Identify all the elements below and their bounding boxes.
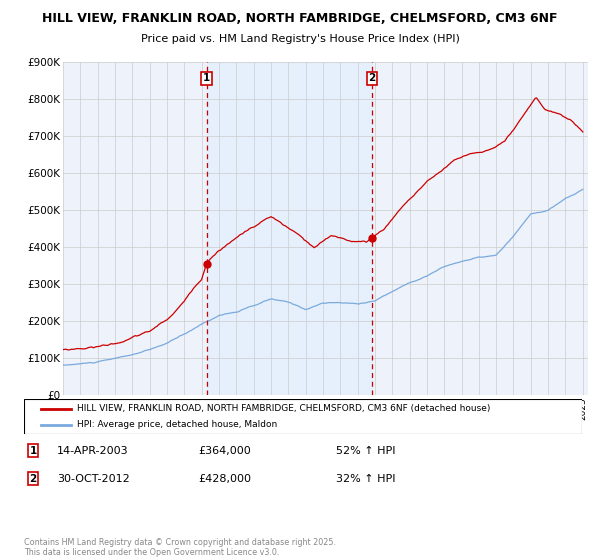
Text: £364,000: £364,000: [198, 446, 251, 456]
Bar: [206, 62, 372, 395]
Text: 30-OCT-2012: 30-OCT-2012: [57, 474, 130, 484]
Text: 2: 2: [368, 73, 376, 83]
Text: 1: 1: [203, 73, 210, 83]
Text: Contains HM Land Registry data © Crown copyright and database right 2025.
This d: Contains HM Land Registry data © Crown c…: [24, 538, 336, 557]
Text: HILL VIEW, FRANKLIN ROAD, NORTH FAMBRIDGE, CHELMSFORD, CM3 6NF: HILL VIEW, FRANKLIN ROAD, NORTH FAMBRIDG…: [42, 12, 558, 25]
Text: Price paid vs. HM Land Registry's House Price Index (HPI): Price paid vs. HM Land Registry's House …: [140, 34, 460, 44]
Text: HILL VIEW, FRANKLIN ROAD, NORTH FAMBRIDGE, CHELMSFORD, CM3 6NF (detached house): HILL VIEW, FRANKLIN ROAD, NORTH FAMBRIDG…: [77, 404, 490, 413]
Text: 32% ↑ HPI: 32% ↑ HPI: [336, 474, 395, 484]
Text: 52% ↑ HPI: 52% ↑ HPI: [336, 446, 395, 456]
Text: 2: 2: [29, 474, 37, 484]
Text: HPI: Average price, detached house, Maldon: HPI: Average price, detached house, Mald…: [77, 420, 277, 429]
Text: 1: 1: [29, 446, 37, 456]
Text: 14-APR-2003: 14-APR-2003: [57, 446, 128, 456]
Text: £428,000: £428,000: [198, 474, 251, 484]
